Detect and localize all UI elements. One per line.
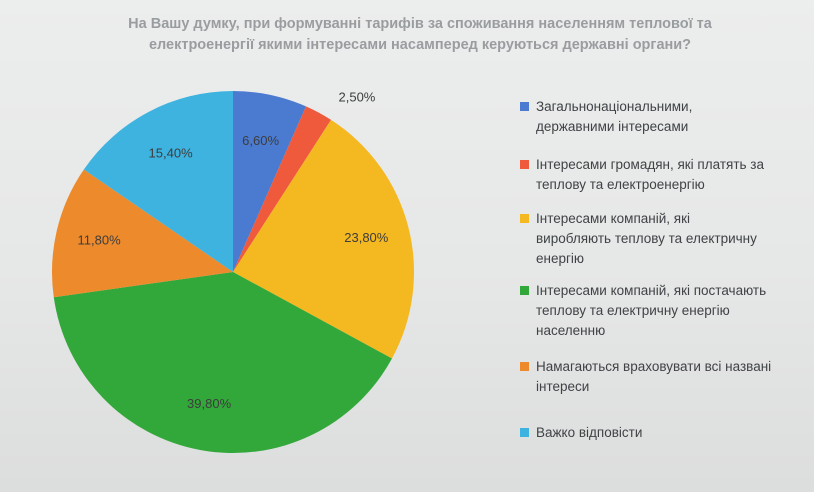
slice-value-label: 6,60% xyxy=(242,133,279,148)
chart-title: На Вашу думку, при формуванні тарифів за… xyxy=(40,14,800,56)
pie-slice xyxy=(53,272,392,454)
legend-label-line: Інтересами компаній, які постачають xyxy=(536,283,767,298)
chart-title-line-1: На Вашу думку, при формуванні тарифів за… xyxy=(128,16,712,32)
legend-swatch xyxy=(520,362,529,371)
pie-slice xyxy=(233,91,306,272)
legend-label-line: інтереси xyxy=(536,379,590,394)
slice-value-label: 39,80% xyxy=(187,396,232,411)
legend-label-line: населенню xyxy=(536,323,606,338)
slice-value-label: 15,40% xyxy=(149,146,194,161)
slice-value-label: 23,80% xyxy=(344,230,389,245)
legend-item: Загальнонаціональними, державними інтерес… xyxy=(518,97,810,137)
chart-legend: Загальнонаціональними, державними інтерес… xyxy=(518,97,810,443)
legend-label-line: Інтересами громадян, які платять за xyxy=(536,157,764,172)
legend-label-line: Важко відповісти xyxy=(536,425,643,440)
legend-item: Важко відповісти xyxy=(518,423,810,443)
chart-title-line-2: електроенергії якими інтересами насампер… xyxy=(148,37,692,53)
legend-label-line: Інтересами компаній, які xyxy=(536,211,690,226)
legend-label-line: державними інтересами xyxy=(536,119,689,134)
legend-swatch xyxy=(520,214,529,223)
pie-slice xyxy=(233,106,332,273)
legend-swatch xyxy=(520,286,529,295)
legend-swatch xyxy=(520,160,529,169)
legend-label-line: виробляють теплову та електричну xyxy=(536,231,757,246)
legend-label-line: теплову та електроенергію xyxy=(536,177,705,192)
legend-label-line: енергію xyxy=(536,251,585,266)
legend-label-line: теплову та електричну енергію xyxy=(536,303,730,318)
pie-slice xyxy=(233,119,415,359)
legend-label-line: Загальнонаціональними, xyxy=(536,99,693,114)
legend-item: Інтересами компаній, які постачають тепло… xyxy=(518,281,810,341)
slice-value-label: 2,50% xyxy=(339,89,376,104)
pie-slice xyxy=(83,91,233,272)
legend-label-line: Намагаються враховувати всі названі xyxy=(536,359,772,374)
legend-item: Намагаються враховувати всі названі інтер… xyxy=(518,357,810,397)
pie-slice xyxy=(52,169,234,298)
legend-swatch xyxy=(520,102,529,111)
legend-item: Інтересами компаній, які виробляють тепло… xyxy=(518,209,810,269)
legend-swatch xyxy=(520,428,529,437)
legend-item: Інтересами громадян, які платять за тепло… xyxy=(518,155,810,195)
slice-value-label: 11,80% xyxy=(78,233,122,248)
